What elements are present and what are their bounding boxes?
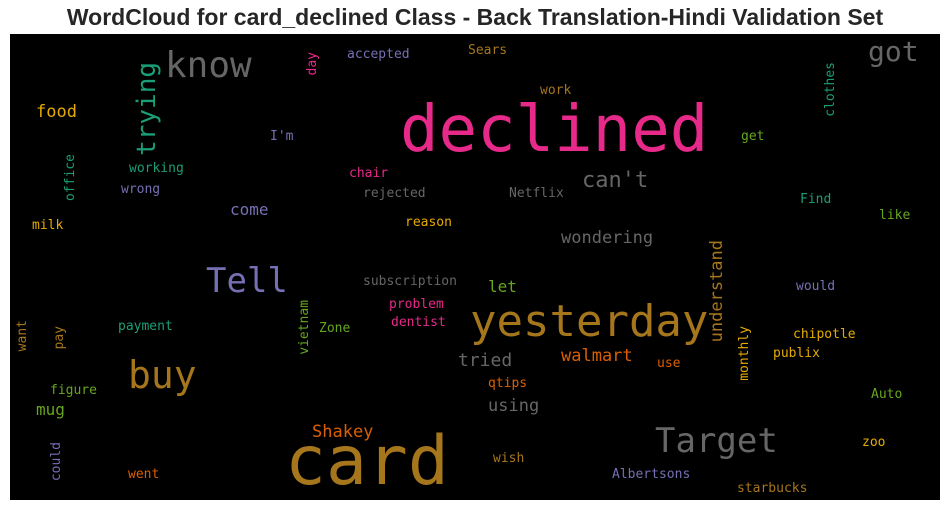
word-14: using xyxy=(488,396,540,416)
word-30: wrong xyxy=(121,182,161,197)
word-21: Sears xyxy=(468,43,508,58)
chart-title: WordCloud for card_declined Class - Back… xyxy=(66,4,884,30)
word-7: trying xyxy=(132,62,162,156)
word-58: starbucks xyxy=(737,481,808,496)
word-12: walmart xyxy=(561,346,633,366)
word-0: declined xyxy=(400,93,709,167)
word-cloud: declined card yesterday Target know buy Tell tr… xyxy=(10,34,940,500)
word-29: chair xyxy=(349,166,389,181)
word-40: want xyxy=(15,320,30,352)
word-25: I'm xyxy=(270,129,294,144)
word-32: Netflix xyxy=(509,186,564,201)
word-20: accepted xyxy=(347,47,410,62)
word-47: chipotle xyxy=(793,327,856,342)
word-53: could xyxy=(49,442,64,482)
word-45: dentist xyxy=(391,315,446,330)
word-8: got xyxy=(868,35,919,68)
word-6: Tell xyxy=(206,261,288,301)
word-1: card xyxy=(285,422,449,500)
word-2: yesterday xyxy=(470,296,709,347)
word-13: tried xyxy=(458,350,513,371)
word-16: food xyxy=(36,102,77,122)
word-10: understand xyxy=(707,240,727,343)
word-46: monthly xyxy=(737,326,752,381)
word-43: vietnam xyxy=(297,300,312,355)
word-52: Auto xyxy=(871,387,903,402)
word-28: working xyxy=(129,161,184,176)
word-42: payment xyxy=(118,319,173,334)
word-19: let xyxy=(488,277,517,296)
word-11: wondering xyxy=(561,228,654,248)
word-3: Target xyxy=(655,421,778,461)
word-57: Albertsons xyxy=(612,467,691,482)
word-50: qtips xyxy=(488,376,528,391)
word-31: rejected xyxy=(363,186,426,201)
word-34: milk xyxy=(32,218,64,233)
word-24: clothes xyxy=(823,62,838,117)
word-55: wish xyxy=(493,451,525,466)
word-49: use xyxy=(657,356,681,371)
word-37: subscription xyxy=(363,274,457,289)
word-51: figure xyxy=(50,383,97,398)
word-35: reason xyxy=(405,215,452,230)
word-33: Find xyxy=(800,192,832,207)
word-9: can't xyxy=(582,168,649,193)
word-23: work xyxy=(540,83,572,98)
word-4: know xyxy=(165,45,252,86)
word-15: Shakey xyxy=(312,422,374,442)
word-27: office xyxy=(63,154,78,201)
word-54: zoo xyxy=(862,435,886,450)
word-26: get xyxy=(741,129,765,144)
word-56: went xyxy=(128,467,160,482)
word-44: Zone xyxy=(319,321,351,336)
word-38: would xyxy=(796,279,836,294)
word-41: pay xyxy=(52,326,67,350)
word-17: come xyxy=(230,200,269,219)
word-36: like xyxy=(879,208,911,223)
word-39: problem xyxy=(389,297,444,312)
word-5: buy xyxy=(128,353,197,397)
word-22: day xyxy=(305,52,320,76)
word-18: mug xyxy=(36,400,65,419)
word-48: publix xyxy=(773,346,820,361)
